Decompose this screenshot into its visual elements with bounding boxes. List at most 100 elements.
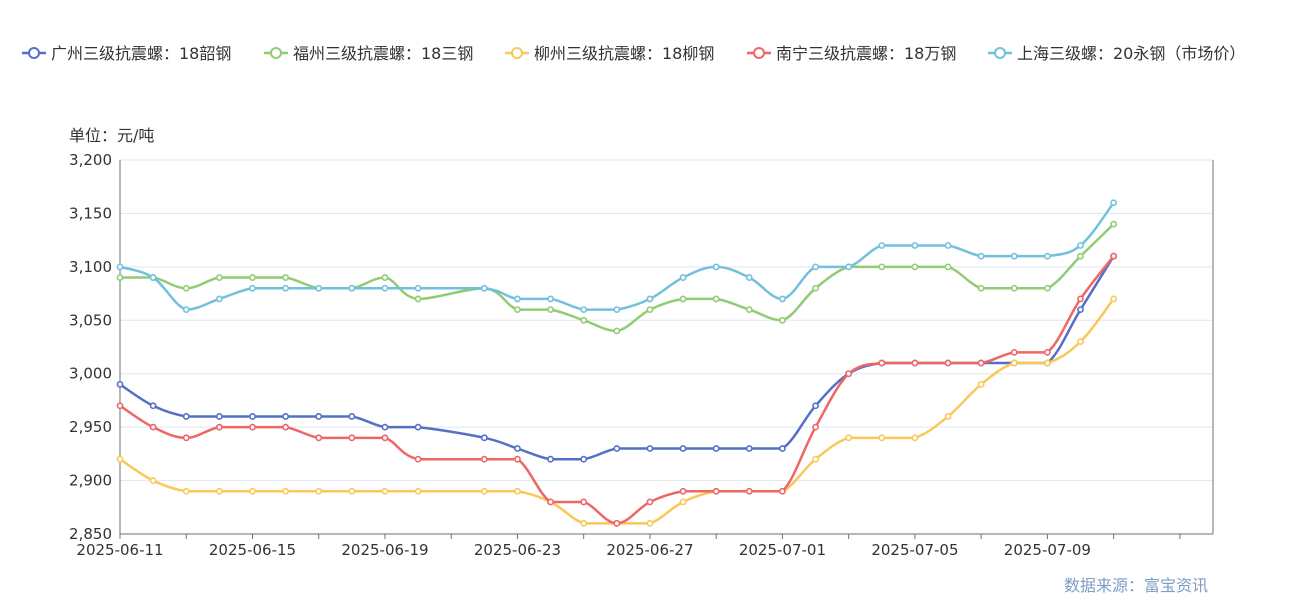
data-point[interactable]	[679, 498, 687, 506]
data-point[interactable]	[1043, 359, 1051, 367]
data-point[interactable]	[149, 402, 157, 410]
data-point[interactable]	[712, 295, 720, 303]
data-point[interactable]	[1110, 295, 1118, 303]
data-point[interactable]	[480, 455, 488, 463]
data-point[interactable]	[845, 370, 853, 378]
data-point[interactable]	[646, 498, 654, 506]
data-point[interactable]	[977, 359, 985, 367]
data-point[interactable]	[878, 434, 886, 442]
data-point[interactable]	[116, 380, 124, 388]
data-point[interactable]	[116, 455, 124, 463]
data-point[interactable]	[249, 284, 256, 292]
data-point[interactable]	[1010, 359, 1018, 367]
data-point[interactable]	[182, 487, 190, 495]
data-point[interactable]	[977, 380, 985, 388]
data-point[interactable]	[414, 487, 422, 495]
data-point[interactable]	[613, 306, 621, 313]
data-point[interactable]	[381, 274, 389, 281]
data-point[interactable]	[1010, 284, 1018, 292]
data-point[interactable]	[514, 445, 521, 452]
data-point[interactable]	[679, 445, 687, 452]
data-point[interactable]	[1077, 306, 1084, 313]
data-point[interactable]	[282, 284, 290, 292]
data-point[interactable]	[315, 413, 323, 420]
data-point[interactable]	[348, 487, 356, 495]
data-point[interactable]	[745, 487, 753, 495]
data-point[interactable]	[182, 284, 190, 292]
data-point[interactable]	[812, 423, 819, 431]
data-point[interactable]	[812, 284, 819, 292]
data-point[interactable]	[646, 306, 654, 313]
data-point[interactable]	[779, 487, 786, 495]
data-point[interactable]	[182, 413, 190, 420]
data-point[interactable]	[149, 423, 157, 431]
legend[interactable]: 广州三级抗震螺：18韶钢 福州三级抗震螺：18三钢 柳州三级抗震螺：18柳钢 南宁三级…	[22, 44, 1245, 63]
data-point[interactable]	[182, 306, 190, 313]
data-point[interactable]	[580, 519, 588, 527]
data-point[interactable]	[381, 284, 389, 292]
data-point[interactable]	[1110, 220, 1118, 228]
data-point[interactable]	[580, 455, 588, 463]
data-point[interactable]	[547, 295, 554, 303]
data-point[interactable]	[282, 274, 290, 281]
data-point[interactable]	[646, 295, 654, 303]
data-point[interactable]	[249, 274, 256, 281]
legend-item-1[interactable]: 福州三级抗震螺：18三钢	[264, 44, 473, 63]
data-point[interactable]	[1043, 284, 1051, 292]
data-point[interactable]	[646, 445, 654, 452]
data-point[interactable]	[646, 519, 654, 527]
data-point[interactable]	[282, 423, 290, 431]
data-point[interactable]	[845, 263, 853, 271]
data-point[interactable]	[580, 316, 588, 324]
data-point[interactable]	[878, 263, 886, 271]
data-point[interactable]	[315, 487, 323, 495]
data-point[interactable]	[215, 274, 223, 281]
data-point[interactable]	[712, 263, 720, 271]
data-point[interactable]	[613, 519, 621, 527]
data-point[interactable]	[712, 445, 720, 452]
data-point[interactable]	[1077, 242, 1084, 249]
data-point[interactable]	[745, 445, 753, 452]
data-point[interactable]	[1110, 252, 1118, 260]
data-point[interactable]	[514, 487, 521, 495]
data-point[interactable]	[911, 263, 919, 271]
data-point[interactable]	[381, 487, 389, 495]
data-point[interactable]	[845, 434, 853, 442]
legend-item-4[interactable]: 上海三级螺：20永钢（市场价）	[988, 44, 1245, 63]
data-point[interactable]	[182, 434, 190, 442]
data-point[interactable]	[249, 413, 256, 420]
data-point[interactable]	[679, 487, 687, 495]
data-point[interactable]	[348, 413, 356, 420]
data-point[interactable]	[1010, 348, 1018, 356]
data-point[interactable]	[414, 455, 422, 463]
data-point[interactable]	[779, 295, 786, 303]
legend-item-2[interactable]: 柳州三级抗震螺：18柳钢	[505, 44, 714, 63]
data-point[interactable]	[911, 359, 919, 367]
data-point[interactable]	[414, 423, 422, 431]
data-point[interactable]	[480, 487, 488, 495]
data-point[interactable]	[414, 295, 422, 303]
legend-item-3[interactable]: 南宁三级抗震螺：18万钢	[747, 44, 956, 63]
data-point[interactable]	[712, 487, 720, 495]
data-point[interactable]	[381, 434, 389, 442]
data-point[interactable]	[1043, 252, 1051, 260]
data-point[interactable]	[315, 284, 323, 292]
data-point[interactable]	[381, 423, 389, 431]
data-point[interactable]	[547, 455, 554, 463]
data-point[interactable]	[215, 487, 223, 495]
data-point[interactable]	[547, 498, 554, 506]
data-point[interactable]	[1110, 199, 1118, 207]
data-point[interactable]	[911, 434, 919, 442]
data-point[interactable]	[878, 359, 886, 367]
data-point[interactable]	[547, 306, 554, 313]
data-point[interactable]	[944, 263, 952, 271]
data-point[interactable]	[1043, 348, 1051, 356]
data-point[interactable]	[613, 327, 621, 335]
data-point[interactable]	[745, 274, 753, 281]
data-point[interactable]	[977, 284, 985, 292]
data-point[interactable]	[613, 445, 621, 452]
data-point[interactable]	[480, 284, 488, 292]
data-point[interactable]	[1077, 338, 1084, 346]
data-point[interactable]	[812, 263, 819, 271]
data-point[interactable]	[116, 402, 124, 410]
